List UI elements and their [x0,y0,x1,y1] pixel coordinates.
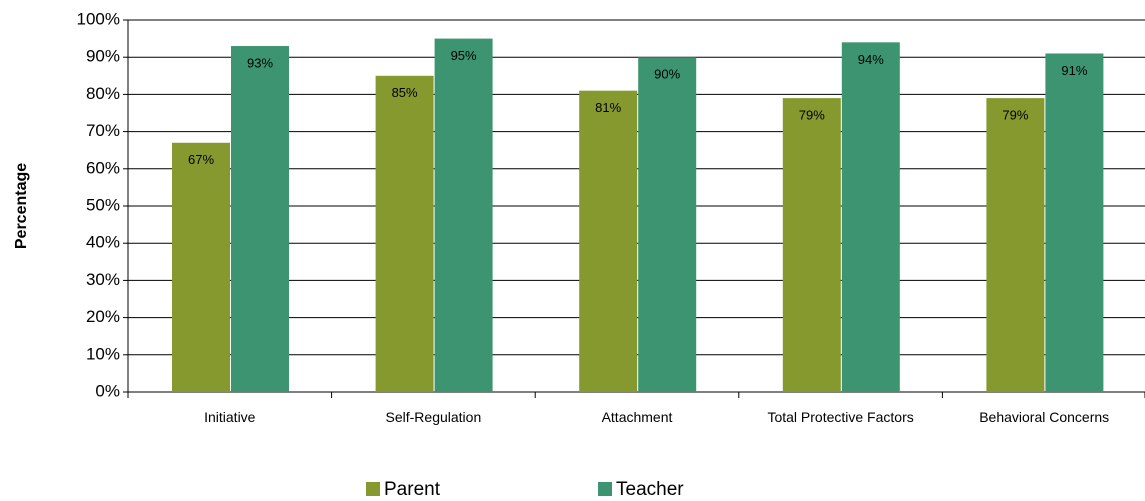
data-label: 91% [1061,63,1087,78]
bar [841,42,900,392]
y-tick-label: 40% [86,233,120,252]
x-tick-label: Total Protective Factors [767,409,914,425]
y-tick-label: 70% [86,121,120,140]
legend-swatch [598,482,612,496]
bar [434,38,493,392]
bar [579,90,638,393]
bar [782,98,841,393]
y-tick-label: 100% [77,9,120,28]
y-tick-label: 60% [86,158,120,177]
data-label: 81% [595,100,621,115]
x-tick-label: Self-Regulation [385,409,482,425]
legend-label: Teacher [616,479,684,500]
bar [172,142,230,392]
y-tick-label: 80% [86,84,120,103]
bar [638,57,697,392]
bar [1045,53,1104,392]
bar [231,46,289,392]
y-tick-label: 50% [86,195,120,214]
x-tick-label: Behavioral Concerns [979,409,1110,425]
legend-swatch [366,482,380,496]
x-tick-label: Attachment [601,409,673,425]
y-tick-label: 90% [86,47,120,66]
x-tick-label: Initiative [204,409,256,425]
data-label: 94% [858,52,884,67]
y-tick-label: 30% [86,270,120,289]
bar [986,98,1045,393]
data-label: 79% [799,108,825,123]
y-tick-label: 10% [86,344,120,363]
data-label: 79% [1002,108,1028,123]
y-tick-label: 20% [86,307,120,326]
y-tick-label: 0% [95,381,120,400]
data-label: 67% [188,152,214,167]
y-axis-label: Percentage [13,163,30,249]
data-label: 90% [654,67,680,82]
legend-label: Parent [384,479,441,500]
data-label: 93% [247,55,273,70]
data-label: 85% [392,85,418,100]
bar [375,75,434,393]
data-label: 95% [451,48,477,63]
